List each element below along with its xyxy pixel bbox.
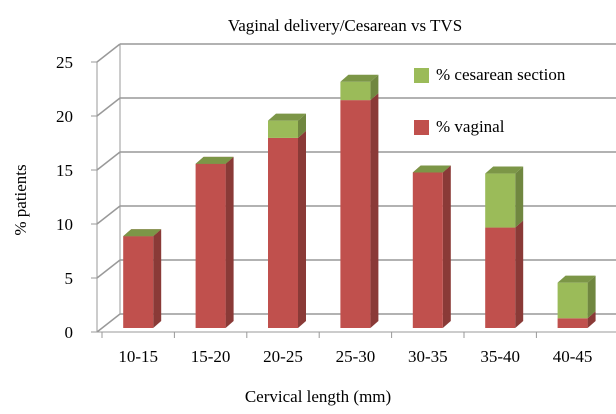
bar-top: [340, 74, 379, 82]
x-tick-label: 10-15: [118, 347, 158, 366]
bar-side: [515, 220, 524, 328]
y-tick-label: 5: [65, 269, 74, 288]
x-axis-title: Cervical length (mm): [245, 387, 391, 406]
bar: [268, 137, 298, 328]
bar-top: [195, 156, 234, 164]
bar-side: [587, 311, 596, 328]
bar-side: [153, 229, 162, 328]
bar-side: [298, 130, 306, 328]
bar: [340, 100, 371, 329]
bar-top: [412, 165, 451, 173]
x-tick-label: 35-40: [480, 347, 520, 366]
bar-side: [370, 93, 379, 329]
bar-top: [485, 166, 524, 174]
legend-swatch: [414, 120, 429, 135]
bar-side: [515, 166, 524, 228]
bar: [268, 120, 298, 138]
bar-side: [298, 113, 306, 138]
y-tick-label: 10: [56, 215, 73, 234]
x-tick-label: 40-45: [553, 347, 593, 366]
bar: [340, 81, 371, 101]
bar-side: [370, 74, 379, 101]
legend-label: % vaginal: [436, 117, 505, 136]
x-tick-label: 25-30: [336, 347, 376, 366]
bar-side: [587, 275, 596, 319]
y-axis-title: % patients: [11, 164, 30, 235]
legend-label: % cesarean section: [436, 65, 566, 84]
legend-swatch: [414, 68, 429, 83]
x-tick-label: 15-20: [191, 347, 231, 366]
bar-side: [442, 165, 451, 328]
x-tick-label: 30-35: [408, 347, 448, 366]
bar: [485, 173, 516, 228]
grid-line: [96, 313, 121, 333]
bar-top: [557, 275, 596, 283]
y-tick-label: 25: [56, 53, 73, 72]
bar: [412, 172, 443, 328]
x-tick-label: 20-25: [263, 347, 303, 366]
bar: [557, 282, 588, 319]
grid-line: [96, 205, 121, 225]
bar: [485, 227, 516, 328]
bar: [195, 163, 226, 328]
grid-line: [96, 43, 121, 63]
chart-title: Vaginal delivery/Cesarean vs TVS: [228, 16, 462, 35]
y-tick-label: 0: [65, 323, 74, 342]
bar-top: [268, 113, 306, 121]
grid-line: [96, 151, 121, 171]
y-tick-label: 20: [56, 107, 73, 126]
grid-line: [96, 259, 121, 279]
bar: [123, 236, 154, 328]
bar-top: [123, 229, 162, 237]
bar-side: [225, 156, 234, 328]
bar: [557, 318, 588, 328]
grid-line: [96, 97, 121, 117]
y-tick-label: 15: [56, 161, 73, 180]
